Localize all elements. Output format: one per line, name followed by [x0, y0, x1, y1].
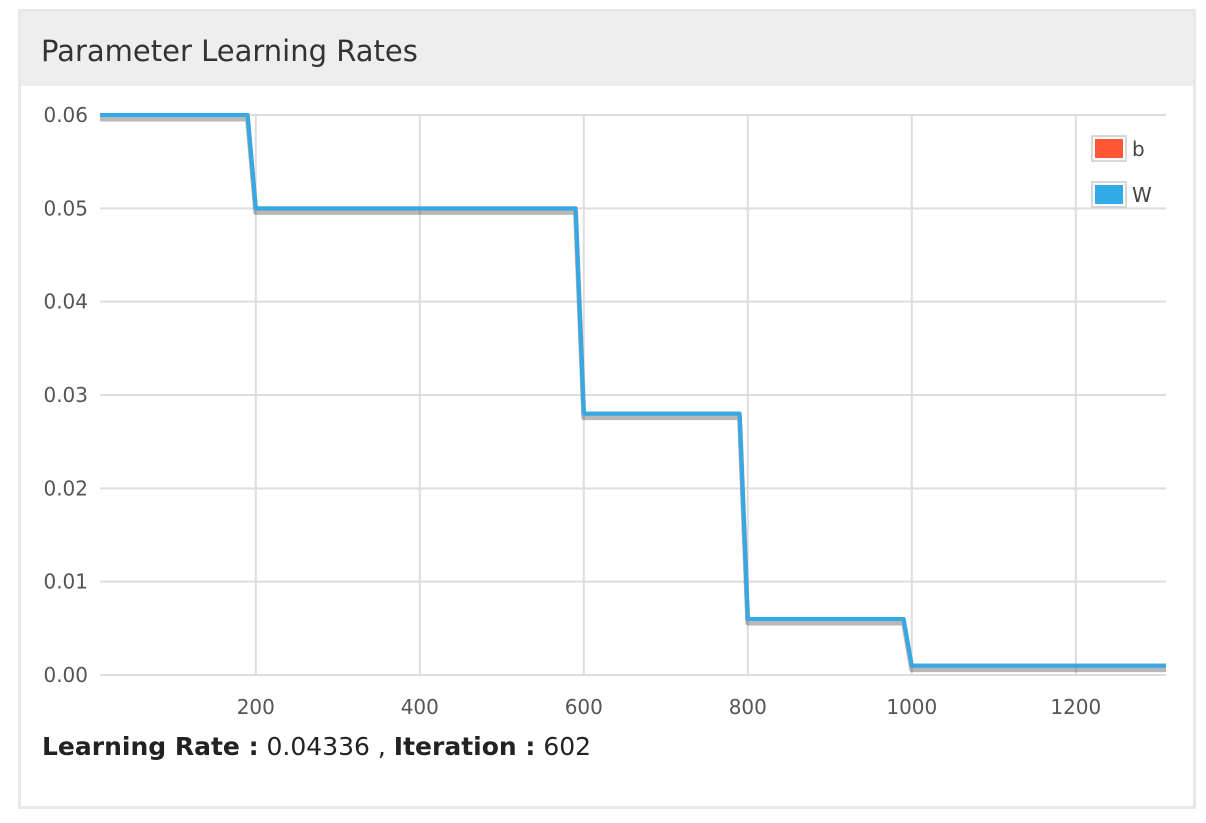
x-tick-label: 600 — [565, 695, 603, 719]
y-tick-label: 0.05 — [43, 196, 88, 220]
x-tick-label: 200 — [237, 695, 275, 719]
x-tick-label: 1000 — [886, 695, 937, 719]
panel-header: Parameter Learning Rates — [21, 12, 1193, 86]
y-tick-label: 0.02 — [43, 476, 88, 500]
x-tick-label: 1200 — [1050, 695, 1101, 719]
status-separator: , — [377, 732, 386, 761]
series-line-W — [100, 113, 1166, 668]
iteration-label: Iteration : — [393, 732, 536, 761]
learning-rate-label: Learning Rate : — [42, 732, 259, 761]
y-tick-label: 0.03 — [43, 383, 88, 407]
legend-swatch-b — [1095, 139, 1123, 158]
y-tick-label: 0.00 — [43, 663, 88, 687]
legend-label-b: b — [1132, 137, 1145, 161]
series-line-b — [100, 113, 1166, 668]
y-tick-label: 0.06 — [43, 103, 88, 127]
status-line: Learning Rate : 0.04336 , Iteration : 60… — [42, 732, 591, 761]
legend-label-W: W — [1132, 183, 1152, 207]
legend-swatch-W — [1095, 185, 1123, 204]
y-tick-label: 0.04 — [43, 290, 88, 314]
panel-title: Parameter Learning Rates — [41, 34, 418, 68]
iteration-value: 602 — [543, 732, 592, 761]
x-tick-label: 400 — [401, 695, 439, 719]
learning-rate-value: 0.04336 — [266, 732, 370, 761]
y-tick-label: 0.01 — [43, 570, 88, 594]
chart-legend: bW — [1091, 135, 1152, 208]
x-tick-label: 800 — [729, 695, 767, 719]
